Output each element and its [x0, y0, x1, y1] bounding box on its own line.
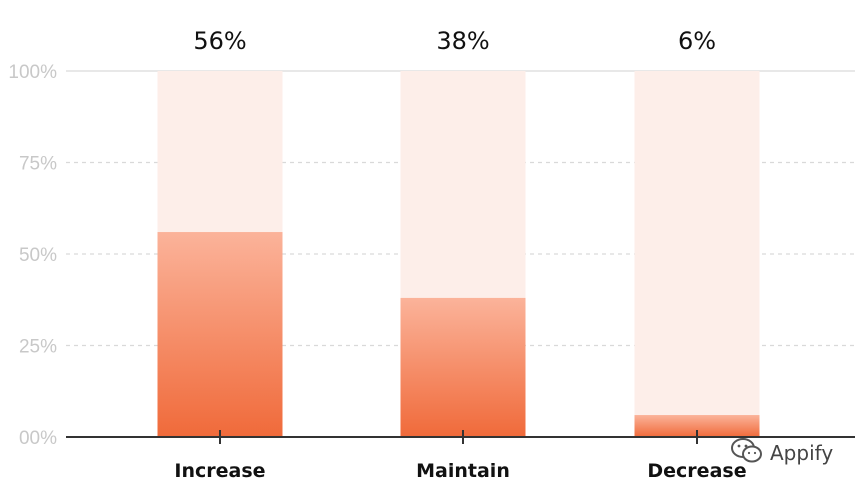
category-label: Decrease: [647, 460, 746, 482]
value-label: 38%: [436, 27, 489, 55]
bar: [157, 232, 283, 437]
y-tick-label: 100%: [8, 62, 57, 83]
watermark: Appify: [730, 437, 834, 470]
bar-track: [634, 71, 760, 437]
labels: 00% 25% 50% 75% 100% 56% Increase 38% Maintain 6%…: [8, 27, 746, 482]
y-tick-label: 25%: [19, 337, 57, 358]
x-axis: [66, 430, 855, 444]
category-label: Maintain: [416, 460, 510, 482]
bar: [400, 297, 526, 437]
y-tick-label: 50%: [19, 245, 57, 266]
bars: [157, 232, 760, 437]
y-tick-label: 75%: [19, 154, 57, 175]
wechat-icon: [730, 437, 764, 470]
value-label: 6%: [678, 27, 716, 55]
bar: [634, 415, 760, 437]
y-tick-label: 00%: [19, 428, 57, 449]
watermark-text: Appify: [770, 441, 834, 465]
value-label: 56%: [193, 27, 246, 55]
category-label: Increase: [174, 460, 265, 482]
